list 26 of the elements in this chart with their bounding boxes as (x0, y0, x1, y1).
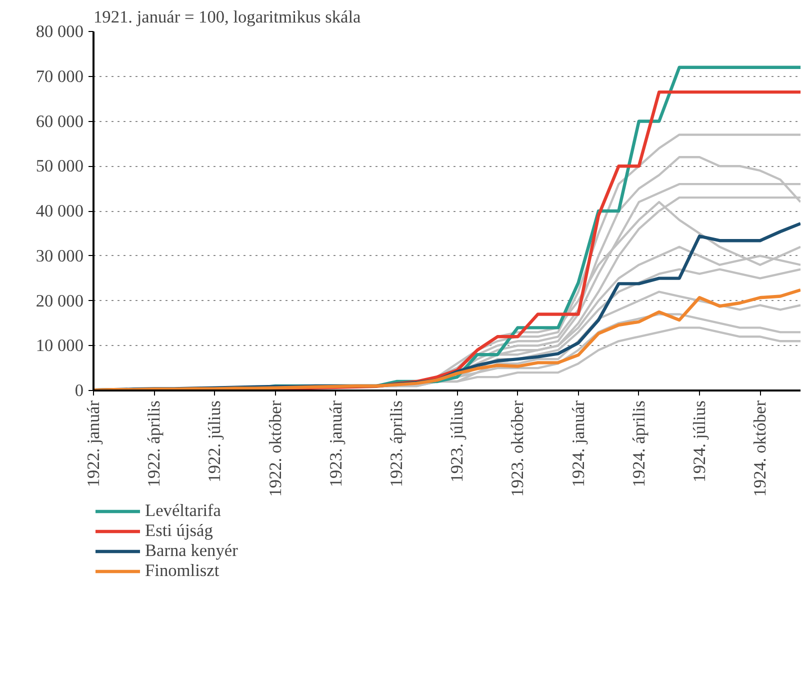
legend-label: Barna kenyér (145, 541, 238, 561)
y-tick-label: 70 000 (36, 66, 84, 86)
x-tick-label: 1923. július (448, 400, 467, 482)
y-tick-label: 40 000 (36, 202, 84, 220)
legend-label: Esti újság (145, 521, 213, 541)
x-tick-label: 1922. január (84, 400, 103, 488)
y-tick-label: 10 000 (36, 336, 84, 356)
x-tick-label: 1923. április (387, 400, 406, 488)
y-tick-label: 20 000 (36, 291, 84, 310)
x-tick-label: 1922. április (144, 400, 164, 488)
x-tick-label: 1924. július (690, 400, 709, 482)
y-tick-label: 30 000 (36, 246, 84, 266)
x-tick-label: 1922. október (266, 400, 285, 497)
x-tick-label: 1923. október (508, 400, 528, 497)
legend-label: Levéltarifa (145, 501, 221, 521)
y-tick-label: 50 000 (36, 156, 84, 176)
x-tick-label: 1924. október (750, 400, 770, 497)
y-tick-label: 80 000 (36, 22, 84, 41)
y-tick-label: 0 (74, 381, 84, 400)
legend-label: Finomliszt (145, 561, 220, 581)
x-tick-label: 1923. január (326, 400, 346, 488)
x-tick-label: 1924. január (568, 400, 588, 488)
x-tick-label: 1922. július (205, 400, 224, 482)
chart-title: 1921. január = 100, logaritmikus skála (94, 8, 362, 26)
y-tick-label: 60 000 (36, 112, 84, 131)
x-tick-label: 1924. április (629, 400, 648, 488)
